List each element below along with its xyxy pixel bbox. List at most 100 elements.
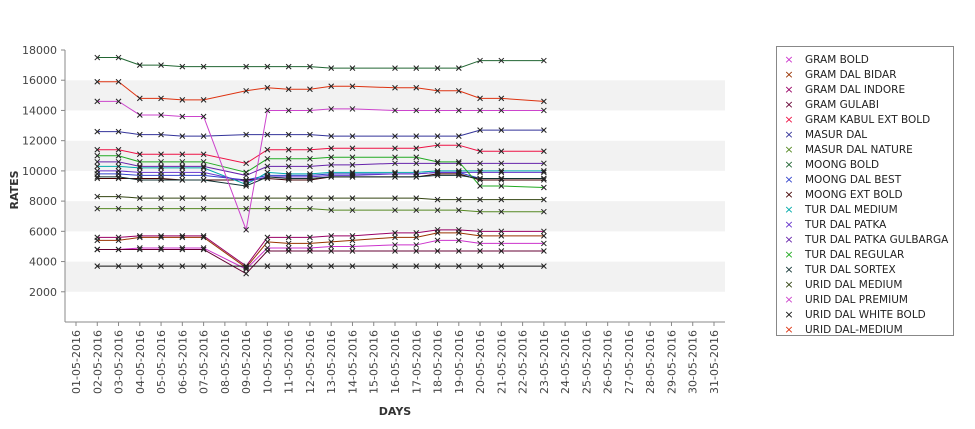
data-point	[285, 63, 292, 70]
plot-band	[65, 140, 725, 171]
data-point	[264, 263, 271, 269]
x-tick-label: 08-05-2016	[219, 330, 232, 394]
data-point	[94, 175, 101, 182]
y-tick-label: 10000	[22, 165, 57, 178]
data-point	[328, 174, 335, 180]
data-point	[328, 145, 335, 152]
data-point	[392, 133, 398, 139]
data-point	[392, 229, 398, 236]
x-tick-label: 27-05-2016	[623, 330, 636, 394]
data-point	[243, 270, 249, 277]
data-point	[243, 178, 249, 185]
data-point	[179, 165, 186, 171]
data-point	[179, 177, 186, 183]
data-point	[264, 84, 271, 91]
data-point	[392, 169, 398, 176]
data-point	[307, 240, 313, 247]
data-point	[349, 154, 356, 161]
data-point	[392, 154, 398, 161]
data-point	[115, 168, 122, 174]
data-point	[498, 196, 505, 203]
data-point	[455, 172, 462, 179]
data-point	[285, 263, 292, 269]
data-point	[455, 207, 462, 214]
data-point	[243, 226, 249, 233]
legend-item: × GRAM DAL INDORE	[783, 82, 953, 97]
data-point	[434, 65, 441, 71]
data-point	[307, 131, 313, 138]
data-point	[243, 205, 249, 212]
x-tick-label: 29-05-2016	[665, 330, 678, 394]
data-point	[392, 160, 398, 167]
plot-band	[65, 80, 725, 111]
data-point	[307, 155, 313, 162]
data-point	[498, 175, 505, 182]
data-point	[349, 243, 356, 250]
data-point	[200, 169, 207, 176]
data-point	[200, 263, 207, 269]
x-tick-label: 31-05-2016	[708, 330, 721, 394]
y-tick-label: 4000	[29, 256, 57, 269]
data-point	[243, 183, 249, 189]
data-point	[243, 169, 249, 176]
data-point	[498, 248, 505, 254]
data-point	[179, 246, 186, 253]
x-tick-label: 23-05-2016	[538, 330, 551, 394]
data-point	[158, 158, 164, 165]
legend-marker-icon: ×	[784, 143, 794, 156]
data-point	[328, 263, 335, 269]
data-point	[498, 107, 505, 114]
data-point	[307, 205, 313, 212]
data-point	[243, 264, 249, 271]
data-point	[136, 95, 143, 102]
data-point	[434, 107, 441, 114]
x-tick-label: 30-05-2016	[687, 330, 700, 394]
data-point	[200, 158, 207, 165]
data-point	[392, 107, 398, 114]
data-point	[455, 142, 462, 149]
y-tick-label: 8000	[29, 195, 57, 208]
data-point	[434, 172, 441, 179]
data-point	[158, 175, 164, 182]
legend-marker-icon: ×	[784, 263, 794, 276]
data-point	[328, 161, 335, 168]
x-tick-label: 03-05-2016	[113, 330, 126, 394]
data-point	[158, 151, 164, 158]
legend-item: × GRAM DAL BIDAR	[783, 67, 953, 82]
data-point	[498, 148, 505, 155]
data-point	[328, 239, 335, 245]
data-point	[179, 205, 186, 212]
data-point	[94, 146, 101, 153]
data-point	[179, 233, 186, 239]
legend-label: GRAM DAL BIDAR	[805, 68, 897, 81]
data-point	[455, 160, 462, 167]
axes	[61, 49, 725, 326]
data-point	[158, 233, 164, 239]
data-point	[349, 207, 356, 214]
data-point	[498, 263, 505, 269]
data-point	[413, 133, 420, 139]
legend-item: × URID DAL MEDIUM	[783, 277, 953, 292]
data-point	[285, 155, 292, 162]
data-point	[349, 133, 356, 139]
data-point	[200, 151, 207, 158]
data-point	[307, 175, 313, 182]
data-point	[541, 127, 547, 133]
data-point	[477, 148, 483, 155]
data-point	[413, 242, 420, 248]
x-tick-label: 15-05-2016	[368, 330, 381, 394]
data-point	[498, 127, 505, 133]
data-point	[413, 154, 420, 161]
data-point	[179, 163, 186, 170]
legend-marker-icon: ×	[784, 98, 794, 111]
data-point	[541, 233, 547, 239]
data-point	[136, 245, 143, 251]
data-point	[413, 195, 420, 201]
data-point	[115, 263, 122, 269]
data-point	[349, 172, 356, 179]
legend-label: GRAM BOLD	[805, 53, 869, 66]
data-point	[200, 63, 207, 70]
data-point	[307, 234, 313, 241]
data-point	[434, 207, 441, 214]
legend-marker-icon: ×	[784, 113, 794, 126]
